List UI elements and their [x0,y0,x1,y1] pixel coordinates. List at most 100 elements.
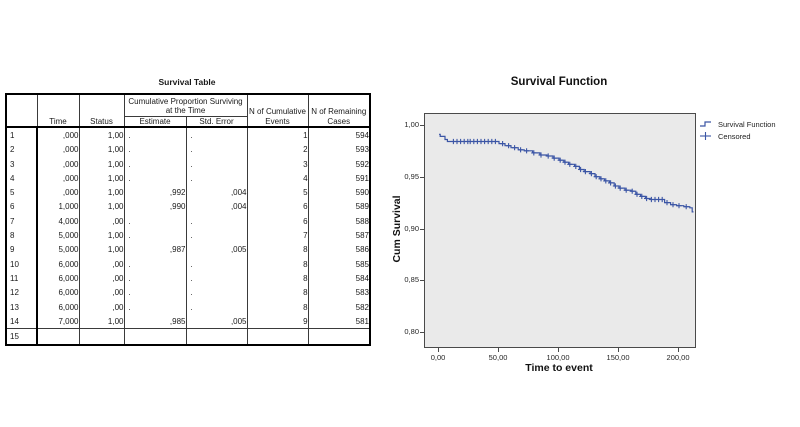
table-cell: 10 [5,256,38,272]
table-row: 13 6,000,00.. 8 582 [5,299,371,315]
table-cell: . [123,299,186,315]
table-cell: 1,00 [78,127,124,143]
table-cell [185,328,248,345]
survival-curve-canvas [439,133,694,213]
table-cell: 1,00 [78,199,124,215]
table-cell: . [123,142,186,157]
col-header-std-error: Std. Error [185,116,248,129]
table-cell: 6,000 [36,256,79,272]
x-tick-mark [438,348,440,352]
table-row: 9 5,000 1,00,987,005 8 586 [5,242,371,257]
table-cell: 587 [307,228,371,243]
y-tick-label: 0,95 [404,171,419,181]
table-cell: ,990 [123,199,186,215]
table-row: 14 7,000 1,00,985,005 9 581 [5,314,371,329]
table-cell: . [185,171,248,186]
table-cell: 1 [246,127,309,143]
survival-table-grid: Time Status Cumulative Proportion Surviv… [5,93,371,346]
table-cell: ,004 [185,199,248,215]
table-cell: 582 [307,299,371,315]
table-cell: . [123,256,186,272]
table-cell: ,00 [78,214,124,229]
x-tick-label: 200,00 [666,353,690,362]
table-cell: 7 [5,214,38,229]
table-row: 6 1,000 1,00,990,004 6 589 [5,199,371,215]
x-tick-mark [678,348,680,352]
table-cell: . [123,156,186,172]
table-cell: 8 [246,285,309,300]
col-header-status: Status [78,94,124,129]
x-tick-label: 100,00 [546,353,570,362]
table-row: 1,000 1,00.. 1 594 [5,127,371,143]
table-cell: ,00 [78,256,124,272]
table-cell: 2 [5,142,38,157]
chart-legend: Survival Function Censored [699,118,776,142]
col-header-n-remaining-cases: N of Remaining Cases [307,94,371,129]
table-cell: 586 [307,242,371,257]
table-cell: . [123,214,186,229]
table-cell: 1,00 [78,171,124,186]
table-cell: 3 [5,156,38,172]
table-cell: ,00 [78,271,124,286]
table-cell: . [185,299,248,315]
table-cell: ,985 [123,314,186,329]
table-cell: 12 [5,285,38,300]
table-cell: 14 [5,314,38,329]
table-cell: ,000 [36,127,79,143]
y-tick-mark [420,332,424,334]
x-tick-mark [618,348,620,352]
table-cell: . [123,228,186,243]
y-tick-label: 1,00 [404,120,419,129]
table-cell: . [185,142,248,157]
table-row: 12 6,000,00.. 8 583 [5,285,371,300]
plus-marker-icon [700,132,711,140]
legend-label-censored: Censored [718,131,751,141]
table-cell: ,00 [78,299,124,315]
table-cell: ,005 [185,314,248,329]
table-cell: 13 [5,299,38,315]
table-cell: 6,000 [36,271,79,286]
table-cell: . [185,127,248,143]
table-cell: 594 [307,127,371,143]
x-tick-label: 0,00 [430,353,446,362]
legend-label-survival-function: Survival Function [718,119,776,129]
table-cell: 6 [246,214,309,229]
table-cell [123,328,186,345]
table-cell: 4,000 [36,214,79,229]
table-cell: 5 [246,185,309,200]
table-cell: 7 [246,228,309,243]
x-axis-label: Time to event [525,362,593,374]
table-cell: . [185,285,248,300]
table-cell: 6 [246,199,309,215]
table-cell: 1,00 [78,228,124,243]
col-header-n-cumulative-events: N of Cumulative Events [246,94,309,129]
legend-item-survival-function: Survival Function [699,118,776,130]
table-cell [307,328,371,345]
table-cell: 8 [246,271,309,286]
table-cell: 5,000 [36,242,79,257]
table-cell: 583 [307,285,371,300]
table-cell: ,005 [185,242,248,257]
table-cell: ,000 [36,142,79,157]
table-row: 8 5,000 1,00.. 7 587 [5,228,371,243]
table-cell: . [123,171,186,186]
table-row: 7 4,000,00.. 6 588 [5,214,371,229]
table-cell: ,992 [123,185,186,200]
table-cell: 593 [307,142,371,157]
table-cell: 15 [5,328,38,345]
y-tick-label: 0,80 [404,327,419,337]
table-cell: 2 [246,142,309,157]
table-cell: 590 [307,185,371,200]
col-header-cumulative-proportion: Cumulative Proportion Surviving at the T… [123,94,248,117]
table-cell: . [123,271,186,286]
table-cell: 11 [5,271,38,286]
table-cell: 1,00 [78,142,124,157]
table-cell [246,328,309,345]
table-row: 4,000 1,00.. 4 591 [5,171,371,186]
table-row: 11 6,000,00.. 8 584 [5,271,371,286]
x-tick-mark [498,348,500,352]
table-cell: . [185,271,248,286]
censored-markers [450,138,689,210]
table-cell: 4 [246,171,309,186]
table-cell: ,987 [123,242,186,257]
